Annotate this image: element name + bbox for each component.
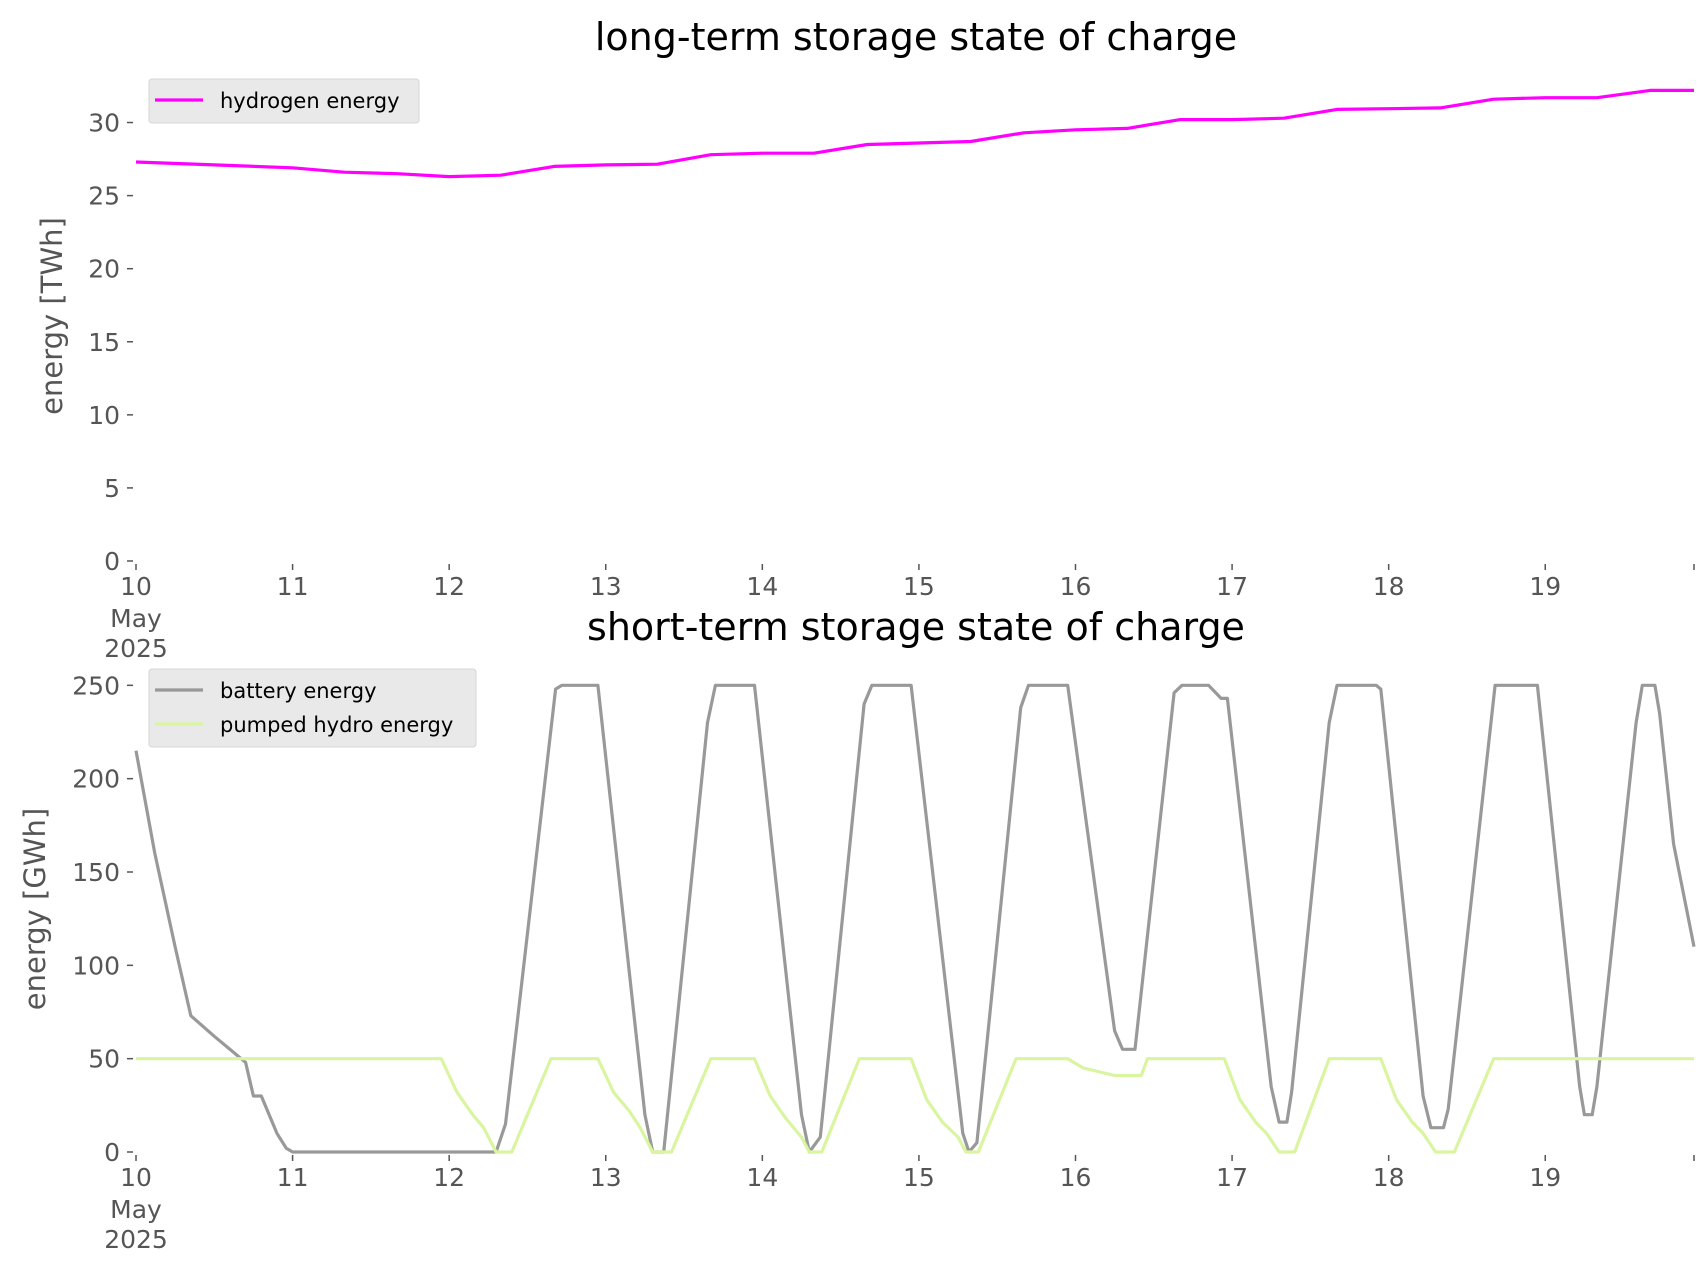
x-tick-label: 15 [903,1163,935,1192]
x-tick-month-label: May [110,604,162,633]
x-tick-label: 13 [590,1163,622,1192]
y-tick-label: 0 [104,547,120,576]
y-tick-label: 30 [88,109,120,138]
y-axis-label: energy [TWh] [35,217,69,415]
chart-title: long-term storage state of charge [595,15,1237,59]
legend-label: pumped hydro energy [220,713,453,737]
y-tick-label: 5 [104,474,120,503]
x-tick-label: 16 [1060,1163,1092,1192]
x-tick-label: 10 [120,572,152,601]
legend-label: battery energy [220,679,377,703]
x-tick-label: 11 [277,1163,309,1192]
x-tick-label: 12 [433,1163,465,1192]
legend-label: hydrogen energy [220,89,400,113]
y-tick-label: 50 [88,1045,120,1074]
series-line-0 [135,88,1694,179]
x-tick-label: 16 [1060,572,1092,601]
chart-long-term: long-term storage state of charge energy… [35,15,1695,663]
y-tick-label: 10 [88,401,120,430]
series-line-1 [136,1057,1694,1154]
x-tick-label: 17 [1216,1163,1248,1192]
x-tick-label: 14 [746,1163,778,1192]
x-tick-label: 13 [590,572,622,601]
y-tick-label: 15 [88,328,120,357]
y-axis-label: energy [GWh] [18,808,52,1010]
y-axis-ticks: 0 5 10 15 20 25 30 [88,109,133,576]
x-tick-label: 18 [1373,572,1405,601]
series-line-0 [134,683,1696,1154]
y-tick-label: 150 [72,858,120,887]
y-tick-label: 250 [72,671,120,700]
legend: hydrogen energy [148,78,420,124]
chart-short-term: short-term storage state of charge energ… [18,605,1696,1254]
plot-lines [134,683,1696,1154]
x-tick-label: 18 [1373,1163,1405,1192]
x-tick-label: 12 [433,572,465,601]
x-tick-label: 14 [746,572,778,601]
y-tick-label: 0 [104,1138,120,1167]
x-tick-label: 11 [277,572,309,601]
plot-lines [135,88,1694,179]
x-tick-month-label: May [110,1195,162,1224]
x-tick-year-label: 2025 [104,1225,168,1254]
y-tick-label: 20 [88,255,120,284]
chart-title: short-term storage state of charge [587,605,1245,649]
x-tick-label: 10 [120,1163,152,1192]
x-tick-year-label: 2025 [104,634,168,663]
y-tick-label: 25 [88,182,120,211]
legend-box [148,668,477,748]
legend: battery energy pumped hydro energy [148,668,477,748]
legend-box [148,78,420,124]
y-tick-label: 100 [72,951,120,980]
x-tick-label: 17 [1216,572,1248,601]
y-axis-ticks: 0 50 100 150 200 250 [72,671,133,1167]
x-tick-label: 19 [1529,1163,1561,1192]
x-tick-label: 15 [903,572,935,601]
x-tick-label: 19 [1529,572,1561,601]
y-tick-label: 200 [72,765,120,794]
